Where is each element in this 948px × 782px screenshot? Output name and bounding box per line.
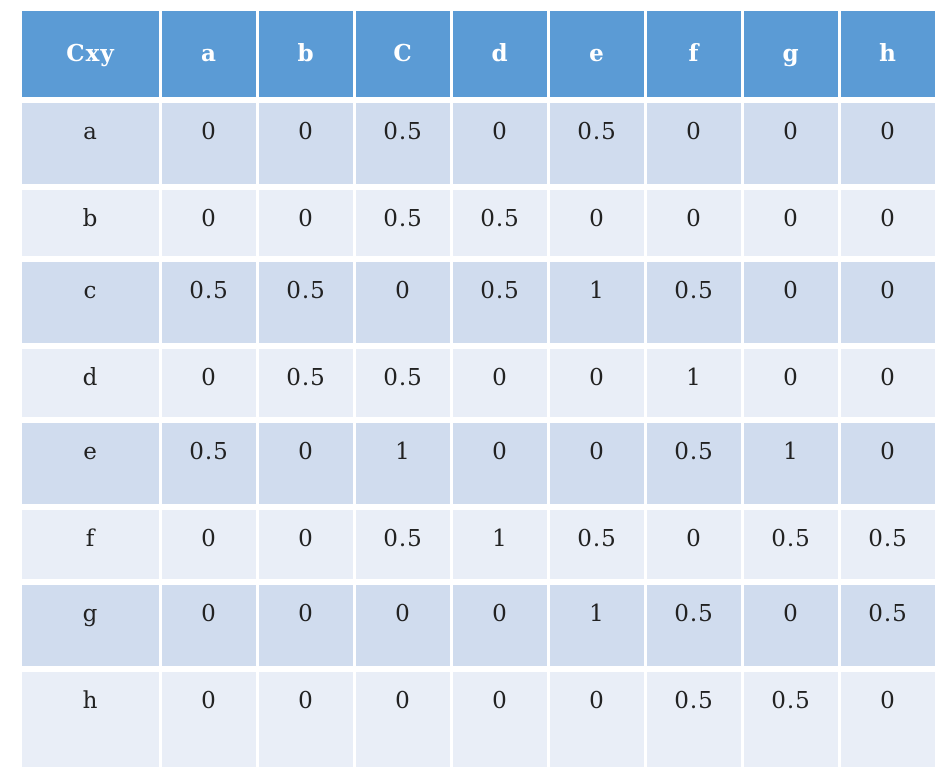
table-cell: 0 xyxy=(162,672,256,767)
table-cell: 0.5 xyxy=(453,190,547,256)
column-header: C xyxy=(356,11,450,97)
table-cell: 0 xyxy=(356,672,450,767)
table-cell: 1 xyxy=(647,349,741,417)
table-cell: 0 xyxy=(744,190,838,256)
table-cell: 0 xyxy=(259,585,353,666)
table-cell: 1 xyxy=(550,585,644,666)
table-cell: 0 xyxy=(162,510,256,579)
table-cell: 0.5 xyxy=(841,585,935,666)
table-cell: 0.5 xyxy=(356,190,450,256)
table-cell: 0.5 xyxy=(647,423,741,504)
table-cell: 0 xyxy=(162,190,256,256)
column-header: b xyxy=(259,11,353,97)
table-cell: 0 xyxy=(841,423,935,504)
table-cell: 0 xyxy=(356,585,450,666)
table-cell: 1 xyxy=(744,423,838,504)
row-header: e xyxy=(22,423,159,504)
row-header: h xyxy=(22,672,159,767)
table-cell: 0 xyxy=(162,585,256,666)
column-header: e xyxy=(550,11,644,97)
table-cell: 0 xyxy=(841,190,935,256)
table-cell: 0 xyxy=(453,103,547,184)
column-header: d xyxy=(453,11,547,97)
table-cell: 0 xyxy=(259,103,353,184)
row-header: f xyxy=(22,510,159,579)
row-header: b xyxy=(22,190,159,256)
table-cell: 0 xyxy=(647,510,741,579)
table-cell: 0.5 xyxy=(744,672,838,767)
table-corner-header: Cxy xyxy=(22,11,159,97)
table-cell: 0 xyxy=(647,103,741,184)
table-cell: 0 xyxy=(259,672,353,767)
table-cell: 0.5 xyxy=(356,103,450,184)
table-cell: 0.5 xyxy=(841,510,935,579)
table-cell: 0 xyxy=(453,423,547,504)
row-header: c xyxy=(22,262,159,343)
table-cell: 1 xyxy=(453,510,547,579)
table-cell: 0 xyxy=(162,349,256,417)
table-cell: 0 xyxy=(841,262,935,343)
column-header: a xyxy=(162,11,256,97)
table-cell: 0 xyxy=(744,103,838,184)
table-cell: 0.5 xyxy=(356,510,450,579)
table-cell: 0 xyxy=(550,349,644,417)
table-cell: 0.5 xyxy=(550,510,644,579)
table-cell: 0 xyxy=(744,585,838,666)
table-cell: 0 xyxy=(744,262,838,343)
column-header: h xyxy=(841,11,935,97)
table-cell: 0 xyxy=(841,103,935,184)
table-cell: 0 xyxy=(550,190,644,256)
row-header: g xyxy=(22,585,159,666)
table-cell: 0 xyxy=(550,423,644,504)
table-cell: 0 xyxy=(647,190,741,256)
table-cell: 0.5 xyxy=(259,349,353,417)
table-cell: 0.5 xyxy=(259,262,353,343)
column-header: f xyxy=(647,11,741,97)
row-header: a xyxy=(22,103,159,184)
table-cell: 0 xyxy=(356,262,450,343)
table-cell: 0 xyxy=(453,349,547,417)
table-cell: 0 xyxy=(162,103,256,184)
table-cell: 0 xyxy=(841,672,935,767)
column-header: g xyxy=(744,11,838,97)
table-cell: 0 xyxy=(259,190,353,256)
table-cell: 0.5 xyxy=(162,423,256,504)
table-cell: 1 xyxy=(356,423,450,504)
row-header: d xyxy=(22,349,159,417)
table-cell: 0.5 xyxy=(356,349,450,417)
table-cell: 0 xyxy=(744,349,838,417)
table-cell: 0 xyxy=(453,585,547,666)
table-cell: 0.5 xyxy=(744,510,838,579)
table-cell: 0.5 xyxy=(647,585,741,666)
table-cell: 0.5 xyxy=(647,672,741,767)
table-cell: 0.5 xyxy=(647,262,741,343)
table-cell: 0 xyxy=(453,672,547,767)
table-cell: 0 xyxy=(259,510,353,579)
table-cell: 0 xyxy=(259,423,353,504)
table-cell: 0.5 xyxy=(162,262,256,343)
table-cell: 0.5 xyxy=(453,262,547,343)
table-cell: 0 xyxy=(841,349,935,417)
table-cell: 0.5 xyxy=(550,103,644,184)
table-cell: 1 xyxy=(550,262,644,343)
table-cell: 0 xyxy=(550,672,644,767)
